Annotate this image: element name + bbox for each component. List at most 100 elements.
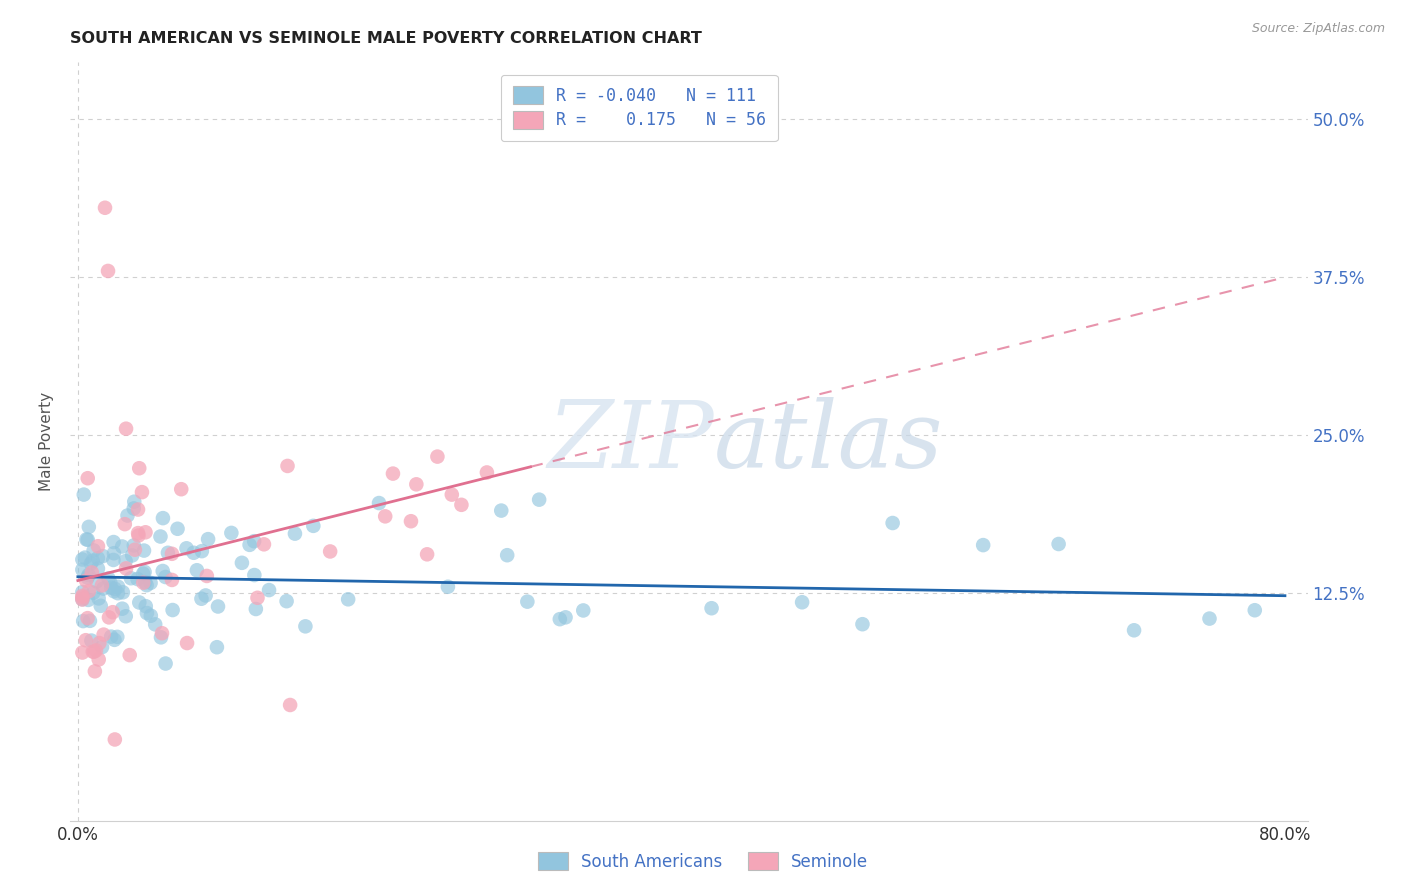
Point: [516, 594, 538, 608]
Point: [77, 593, 100, 607]
Point: [195, 569, 218, 583]
Point: [152, 511, 174, 525]
Point: [103, 584, 125, 599]
Point: [73, 550, 96, 565]
Point: [72, 592, 94, 607]
Point: [79, 614, 101, 628]
Point: [82, 554, 104, 568]
Point: [84, 643, 107, 657]
Point: [245, 602, 267, 616]
Point: [319, 544, 342, 558]
Point: [700, 601, 723, 615]
Point: [132, 543, 155, 558]
Point: [221, 525, 243, 540]
Point: [239, 538, 262, 552]
Point: [972, 538, 994, 552]
Point: [76, 471, 98, 485]
Point: [72, 591, 94, 605]
Point: [114, 609, 136, 624]
Y-axis label: Male Poverty: Male Poverty: [39, 392, 55, 491]
Point: [76, 570, 98, 584]
Point: [87, 561, 110, 575]
Point: [122, 494, 145, 508]
Point: [87, 551, 110, 566]
Point: [91, 640, 114, 654]
Point: [190, 591, 212, 606]
Point: [111, 601, 134, 615]
Point: [121, 549, 143, 563]
Text: atlas: atlas: [714, 397, 943, 486]
Point: [139, 608, 162, 623]
Point: [93, 627, 115, 641]
Point: [149, 529, 172, 543]
Point: [197, 532, 219, 546]
Point: [83, 645, 105, 659]
Point: [851, 617, 873, 632]
Point: [120, 571, 142, 585]
Point: [149, 631, 172, 645]
Point: [166, 522, 188, 536]
Point: [124, 542, 146, 557]
Point: [114, 554, 136, 568]
Point: [87, 539, 110, 553]
Point: [231, 556, 253, 570]
Point: [176, 636, 198, 650]
Point: [136, 606, 159, 620]
Point: [381, 467, 404, 481]
Point: [72, 592, 94, 607]
Text: Source: ZipAtlas.com: Source: ZipAtlas.com: [1251, 22, 1385, 36]
Point: [156, 546, 179, 560]
Point: [115, 422, 138, 436]
Point: [450, 498, 472, 512]
Point: [294, 619, 316, 633]
Point: [75, 574, 97, 588]
Point: [374, 509, 396, 524]
Point: [111, 585, 134, 599]
Point: [186, 563, 208, 577]
Point: [1198, 611, 1220, 625]
Point: [399, 514, 422, 528]
Point: [496, 548, 519, 562]
Point: [302, 519, 325, 533]
Point: [117, 508, 139, 523]
Point: [94, 201, 117, 215]
Point: [437, 580, 460, 594]
Point: [127, 572, 149, 586]
Point: [790, 595, 813, 609]
Point: [176, 541, 198, 556]
Point: [882, 516, 904, 530]
Point: [97, 264, 120, 278]
Point: [76, 533, 98, 547]
Point: [86, 574, 108, 589]
Point: [90, 599, 112, 613]
Point: [127, 526, 149, 541]
Point: [128, 461, 150, 475]
Point: [97, 610, 120, 624]
Point: [82, 586, 104, 600]
Point: [132, 566, 155, 581]
Point: [405, 477, 427, 491]
Point: [134, 525, 156, 540]
Point: [134, 575, 156, 590]
Point: [243, 568, 266, 582]
Point: [72, 646, 94, 660]
Point: [72, 563, 94, 577]
Point: [160, 573, 183, 587]
Point: [103, 553, 125, 567]
Point: [127, 502, 149, 516]
Point: [257, 583, 280, 598]
Point: [135, 578, 157, 592]
Point: [554, 610, 576, 624]
Point: [337, 592, 360, 607]
Point: [114, 517, 136, 532]
Point: [1123, 624, 1146, 638]
Point: [135, 599, 157, 614]
Point: [475, 466, 498, 480]
Point: [426, 450, 449, 464]
Point: [243, 534, 266, 549]
Point: [72, 614, 94, 628]
Point: [527, 492, 550, 507]
Point: [253, 537, 276, 551]
Text: ZIP: ZIP: [547, 397, 714, 486]
Point: [277, 458, 299, 473]
